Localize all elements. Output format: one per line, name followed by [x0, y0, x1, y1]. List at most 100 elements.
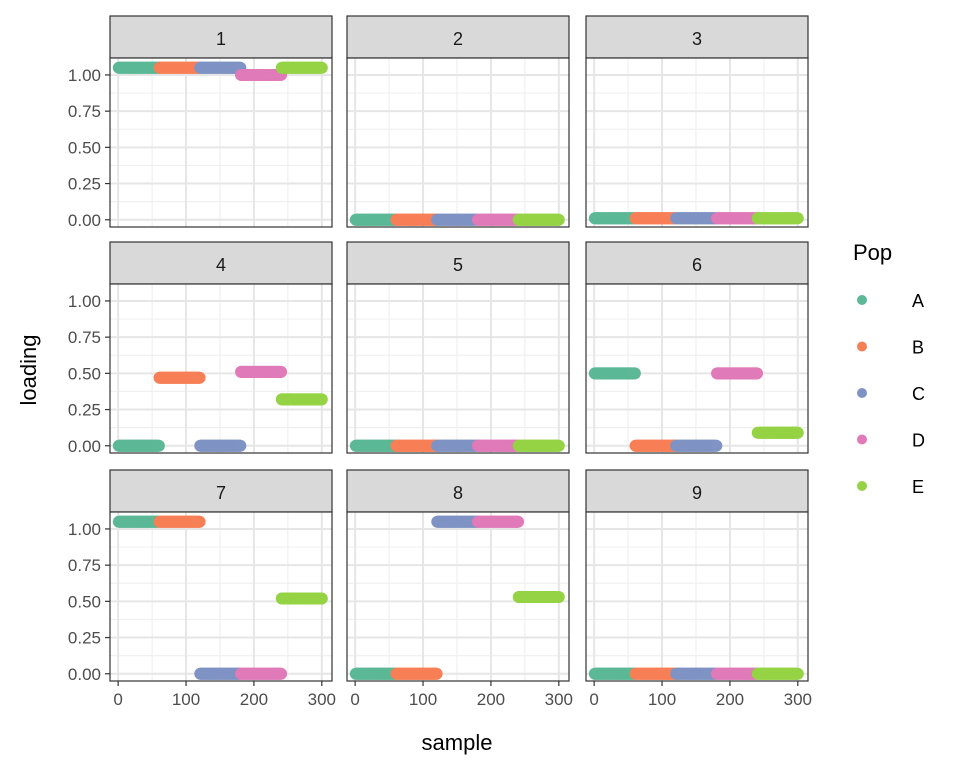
y-tick-label: 0.25 [68, 175, 101, 194]
legend-label: B [912, 338, 924, 358]
y-tick-label: 1.00 [68, 66, 101, 85]
y-tick-label: 1.00 [68, 292, 101, 311]
facet-panel-3: 3 [585, 15, 809, 228]
plot-background [347, 58, 569, 227]
facet-strip-label: 1 [216, 29, 226, 49]
data-point-E [552, 591, 565, 604]
facet-panel-8: 8 0 100 200 300 [346, 469, 573, 709]
x-tick-label: 200 [716, 690, 744, 709]
facet-strip-label: 4 [216, 255, 226, 275]
y-tick-label: 0.00 [68, 437, 101, 456]
data-point-D [275, 667, 288, 680]
legend-label: E [912, 477, 924, 497]
x-tick-label: 0 [113, 690, 122, 709]
panel-border [109, 511, 333, 682]
y-tick-label: 0.75 [68, 556, 101, 575]
x-tick-label: 200 [477, 690, 505, 709]
x-tick-label: 200 [240, 690, 268, 709]
y-tick-label: 0.00 [68, 211, 101, 230]
facet-strip-label: 3 [692, 29, 702, 49]
plot-background [586, 512, 808, 681]
plot-background [110, 284, 332, 453]
facet-strip [585, 15, 809, 59]
y-tick-label: 0.50 [68, 364, 101, 383]
legend-title: Pop [853, 240, 892, 265]
facet-strip [346, 241, 570, 285]
x-tick-label: 300 [784, 690, 812, 709]
x-tick-label: 300 [308, 690, 336, 709]
facet-strip-label: 9 [692, 483, 702, 503]
facet-strip [585, 241, 809, 285]
legend-label: D [912, 431, 925, 451]
y-tick-label: 0.50 [68, 592, 101, 611]
legend-key-D [857, 434, 867, 445]
data-point-E [552, 439, 565, 452]
facet-strip [346, 469, 570, 513]
x-tick-label: 0 [350, 690, 359, 709]
panel-border [585, 511, 809, 682]
panel-border [109, 57, 333, 228]
data-point-E [552, 213, 565, 226]
facet-strip-label: 2 [453, 29, 463, 49]
facet-panel-7: 7 0.00 0.25 0.50 0.75 1.00 0 100 200 300 [68, 469, 336, 709]
y-tick-label: 0.25 [68, 401, 101, 420]
x-tick-label: 100 [172, 690, 200, 709]
facet-strip [109, 241, 333, 285]
facet-strip [585, 469, 809, 513]
y-tick-label: 0.50 [68, 138, 101, 157]
legend-key-C [857, 388, 867, 398]
data-point-E [315, 393, 328, 406]
data-point-B [430, 667, 443, 680]
y-tick-label: 0.25 [68, 629, 101, 648]
facet-strip-label: 6 [692, 255, 702, 275]
legend-key-A [857, 295, 867, 305]
facet-panel-5: 5 [346, 241, 570, 454]
facet-panel-6: 6 [585, 241, 809, 454]
panel-border [346, 511, 570, 682]
panel-border [346, 57, 570, 228]
facet-panel-9: 9 0 100 200 300 [585, 469, 812, 709]
data-point-E [791, 212, 804, 225]
data-point-B [193, 371, 206, 384]
legend-label: C [912, 384, 925, 404]
x-tick-label: 100 [409, 690, 437, 709]
data-point-A [152, 439, 165, 452]
data-point-A [628, 367, 641, 380]
data-point-C [710, 439, 723, 452]
facet-panel-4: 4 0.00 0.25 0.50 0.75 1.00 [68, 241, 333, 456]
facet-strip [346, 15, 570, 59]
plot-background [586, 58, 808, 227]
data-point-B [193, 515, 206, 528]
y-tick-label: 0.75 [68, 328, 101, 347]
y-axis-title: loading [16, 335, 41, 406]
panel-border [585, 283, 809, 454]
y-tick-label: 0.75 [68, 102, 101, 121]
data-point-E [791, 426, 804, 439]
data-point-E [315, 592, 328, 605]
facet-panel-1: 1 0.00 0.25 0.50 0.75 1.00 [68, 15, 333, 230]
legend-key-E [857, 481, 867, 491]
y-tick-label: 0.00 [68, 665, 101, 684]
panel-border [346, 283, 570, 454]
facet-panel-2: 2 [346, 15, 570, 228]
data-point-E [791, 667, 804, 680]
data-point-C [234, 439, 247, 452]
facet-strip-label: 8 [453, 483, 463, 503]
facet-strip-label: 7 [216, 483, 226, 503]
y-tick-label: 1.00 [68, 520, 101, 539]
facet-strip [109, 15, 333, 59]
panel-border [585, 57, 809, 228]
data-point-D [275, 365, 288, 378]
facet-strip [109, 469, 333, 513]
legend-label: A [912, 291, 924, 311]
data-point-D [512, 515, 525, 528]
x-tick-label: 0 [589, 690, 598, 709]
plot-background [110, 58, 332, 227]
legend-key-B [857, 341, 867, 352]
x-tick-label: 300 [545, 690, 573, 709]
x-axis-title: sample [422, 730, 493, 755]
data-point-E [315, 61, 328, 74]
panel-border [109, 283, 333, 454]
facet-strip-label: 5 [453, 255, 463, 275]
